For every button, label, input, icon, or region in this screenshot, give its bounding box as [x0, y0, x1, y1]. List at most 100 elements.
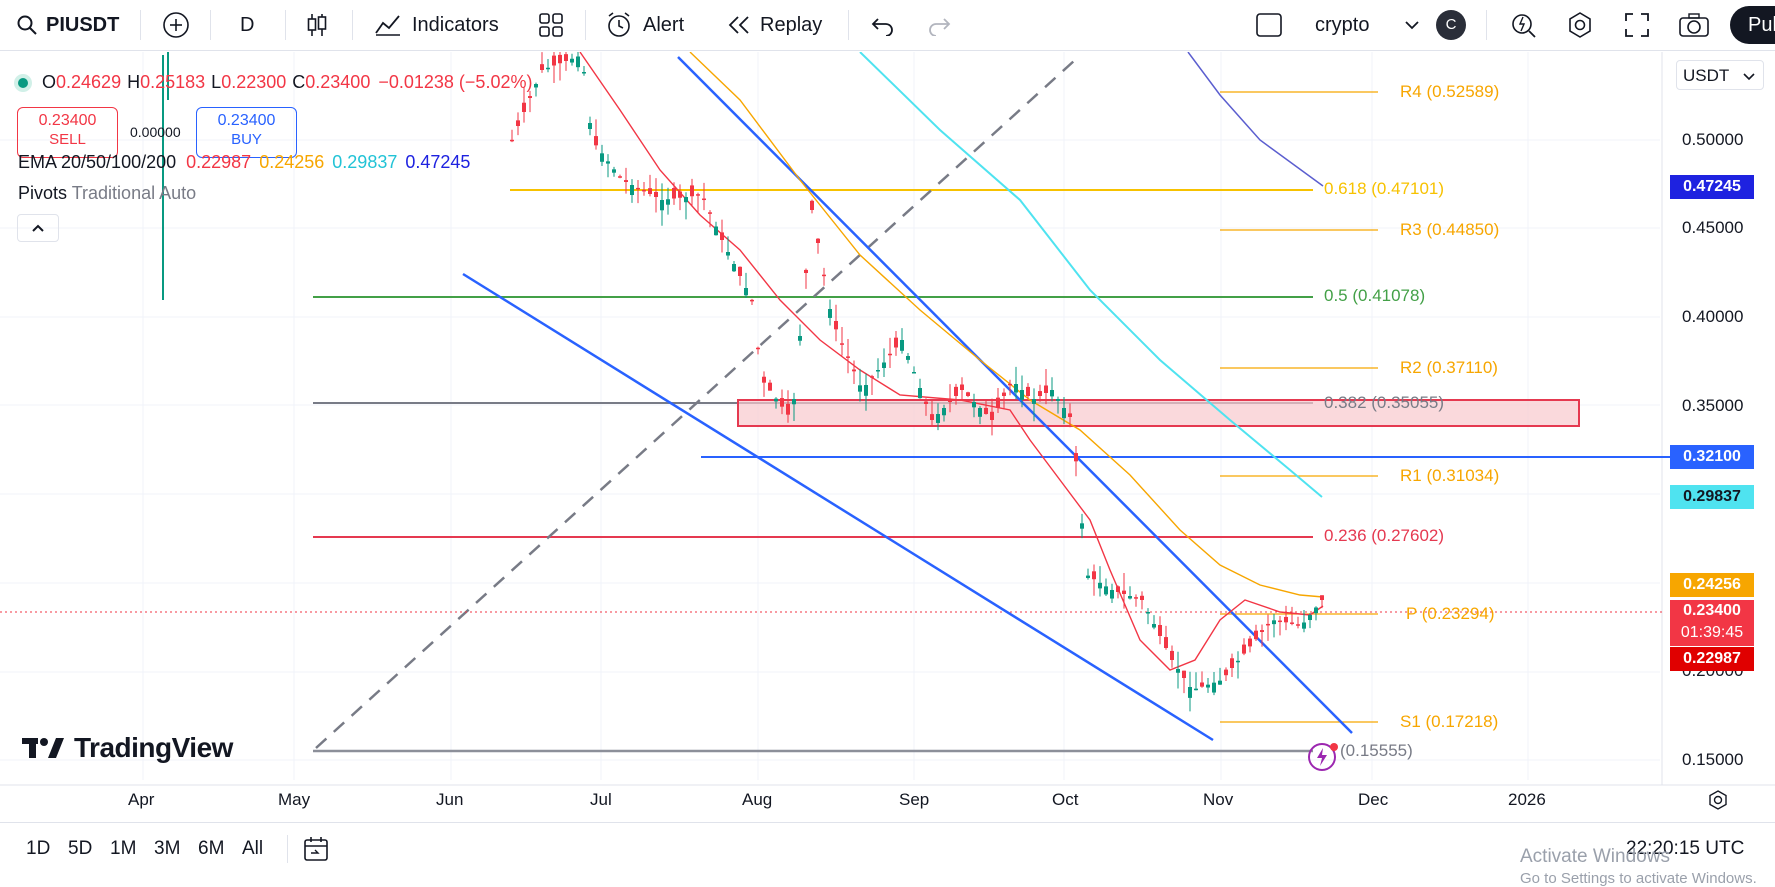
timeframe-3m[interactable]: 3M [154, 838, 181, 859]
market-status-dot [18, 78, 28, 89]
publish-button[interactable]: Pul [1730, 0, 1775, 50]
candle-body [900, 340, 904, 351]
close-label: C [292, 72, 306, 92]
candle-body [774, 398, 778, 402]
currency-label: USDT [1683, 66, 1730, 85]
chart-type-button[interactable] [305, 0, 329, 50]
candle-body [618, 176, 622, 178]
ema20-value: 0.22987 [186, 152, 252, 172]
timeframe-6m[interactable]: 6M [198, 838, 225, 859]
undo-button[interactable] [870, 0, 896, 50]
alert-button[interactable]: Alert [605, 0, 684, 50]
indicators-button[interactable]: Indicators [374, 0, 499, 50]
gear-icon [1709, 790, 1727, 810]
account-button[interactable]: C [1436, 0, 1466, 50]
replay-button[interactable]: Replay [726, 0, 822, 50]
candle-body [792, 399, 796, 405]
ema50-price-tag: 0.24256 [1670, 573, 1754, 597]
candle-body [720, 232, 724, 240]
timeframe-1d[interactable]: 1D [26, 838, 51, 859]
tradingview-logo[interactable]: TradingView [22, 732, 233, 764]
candle-body [600, 153, 604, 162]
earnings-badge[interactable] [1308, 743, 1336, 771]
candle-body [750, 299, 754, 302]
candle-body [864, 385, 868, 396]
windows-watermark-title: Activate Windows [1520, 846, 1670, 867]
ohlc-legend: O0.24629 H0.25183 L0.22300 C0.23400 −0.01238… [18, 72, 532, 93]
time-tick: Oct [1052, 790, 1079, 809]
currency-selector[interactable]: USDT [1676, 60, 1764, 90]
quick-search-button[interactable] [1510, 0, 1538, 50]
timeframe-1m[interactable]: 1M [110, 838, 137, 859]
ema-legend[interactable]: EMA 20/50/100/200 0.22987 0.24256 0.29837 0.… [18, 152, 470, 173]
candle-body [534, 84, 538, 88]
time-axis-settings-button[interactable] [1707, 789, 1729, 816]
timeframe-all[interactable]: All [242, 838, 264, 859]
rewind-icon [728, 16, 749, 34]
candle-body [1230, 658, 1234, 668]
sell-button[interactable]: 0.23400 SELL [17, 107, 118, 158]
redo-button[interactable] [926, 0, 952, 50]
candle-body [942, 408, 946, 416]
utc-clock[interactable]: 22:20:15 UTC [1626, 838, 1745, 859]
candle-body [1038, 391, 1042, 396]
collapse-legend-button[interactable] [17, 214, 59, 242]
symbol-search[interactable]: PIUSDT [16, 0, 119, 50]
candle-body [1266, 623, 1270, 626]
candle-body [1152, 624, 1156, 628]
snapshot-button[interactable] [1678, 0, 1710, 50]
candle-body [1248, 638, 1252, 647]
candle-body [1188, 687, 1192, 698]
pivots-legend[interactable]: Pivots Traditional Auto [18, 183, 196, 204]
candle-body [546, 67, 550, 70]
candle-body [612, 169, 616, 173]
price-chart[interactable] [0, 52, 1775, 822]
chevron-down-icon [1743, 73, 1755, 81]
chart-pane[interactable]: O0.24629 H0.25183 L0.22300 C0.23400 −0.01238… [0, 52, 1775, 822]
candle-body [738, 266, 742, 276]
candle-body [906, 356, 910, 360]
candle-body [1296, 624, 1300, 626]
buy-button[interactable]: 0.23400 BUY [196, 107, 297, 158]
candle-body [780, 398, 784, 407]
layout-menu-button[interactable] [1404, 0, 1420, 50]
candle-body [978, 408, 982, 417]
time-tick: 2026 [1508, 790, 1546, 809]
candle-body [804, 269, 808, 273]
candle-body [936, 414, 940, 423]
candle-body [1320, 595, 1324, 600]
fullscreen-icon [1625, 13, 1649, 37]
candle-body [522, 102, 526, 112]
candle-body [666, 199, 670, 205]
avatar-letter: C [1445, 16, 1457, 33]
candle-body [1200, 682, 1204, 687]
compare-add-button[interactable] [162, 0, 190, 50]
tv-logo-icon [22, 738, 64, 758]
candle-body [1020, 390, 1024, 400]
fullscreen-button[interactable] [1624, 0, 1650, 50]
go-to-date-button[interactable] [302, 835, 330, 868]
layout-select-button[interactable] [1255, 0, 1283, 50]
templates-button[interactable] [538, 0, 564, 50]
candle-body [582, 72, 586, 74]
candle-body [678, 191, 682, 198]
interval-button[interactable]: D [240, 13, 255, 36]
layout-name[interactable]: crypto [1315, 13, 1370, 36]
candle-body [1128, 596, 1132, 599]
low-label: L [211, 72, 222, 92]
candle-body [972, 402, 976, 408]
time-tick: Nov [1203, 790, 1234, 809]
candle-body [1056, 399, 1060, 401]
pivot-r3-label: R3 (0.44850) [1400, 220, 1500, 239]
candle-body [828, 309, 832, 318]
fib-0-label: (0.15555) [1340, 741, 1413, 760]
timeframe-5d[interactable]: 5D [68, 838, 93, 859]
indicators-icon [375, 15, 400, 36]
candle-body [858, 385, 862, 392]
candle-body [756, 347, 760, 350]
settings-button[interactable] [1566, 0, 1594, 50]
channel-upper-line [677, 56, 1353, 734]
candle-body [786, 403, 790, 415]
candle-body [1062, 408, 1066, 419]
high-value: 0.25183 [140, 72, 206, 92]
